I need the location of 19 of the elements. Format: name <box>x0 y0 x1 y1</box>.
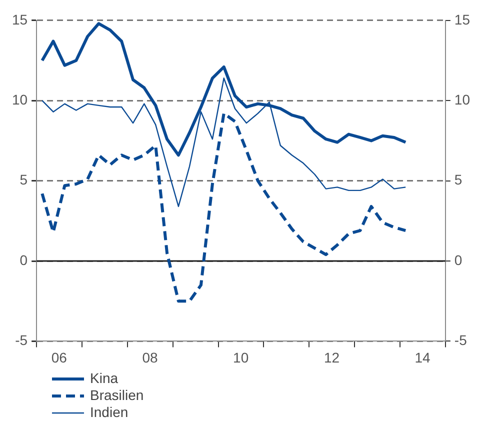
x-tick-label: 06 <box>51 349 68 366</box>
y2-tick-label: 0 <box>20 252 28 268</box>
legend-label: Indien <box>90 404 128 421</box>
legend-label: Kina <box>90 370 118 387</box>
x-tick-label: 10 <box>233 349 249 366</box>
x-tick-label: 08 <box>142 349 158 366</box>
line-series <box>40 112 408 303</box>
x-tick-label: 14 <box>414 349 431 366</box>
y2-tick-label: -5 <box>15 332 28 348</box>
x-tick-label: 12 <box>324 349 340 366</box>
y-tick-label: 10 <box>454 91 470 108</box>
y-tick-label: -5 <box>454 332 468 348</box>
y-tick-label: 15 <box>454 11 470 28</box>
legend-label: Brasilien <box>90 387 144 404</box>
y-tick-label: 5 <box>454 172 462 188</box>
y-tick-label: 0 <box>454 252 462 268</box>
y2-tick-label: 5 <box>20 172 28 188</box>
y2-tick-label: 10 <box>12 91 28 108</box>
y2-tick-label: 15 <box>12 11 28 28</box>
